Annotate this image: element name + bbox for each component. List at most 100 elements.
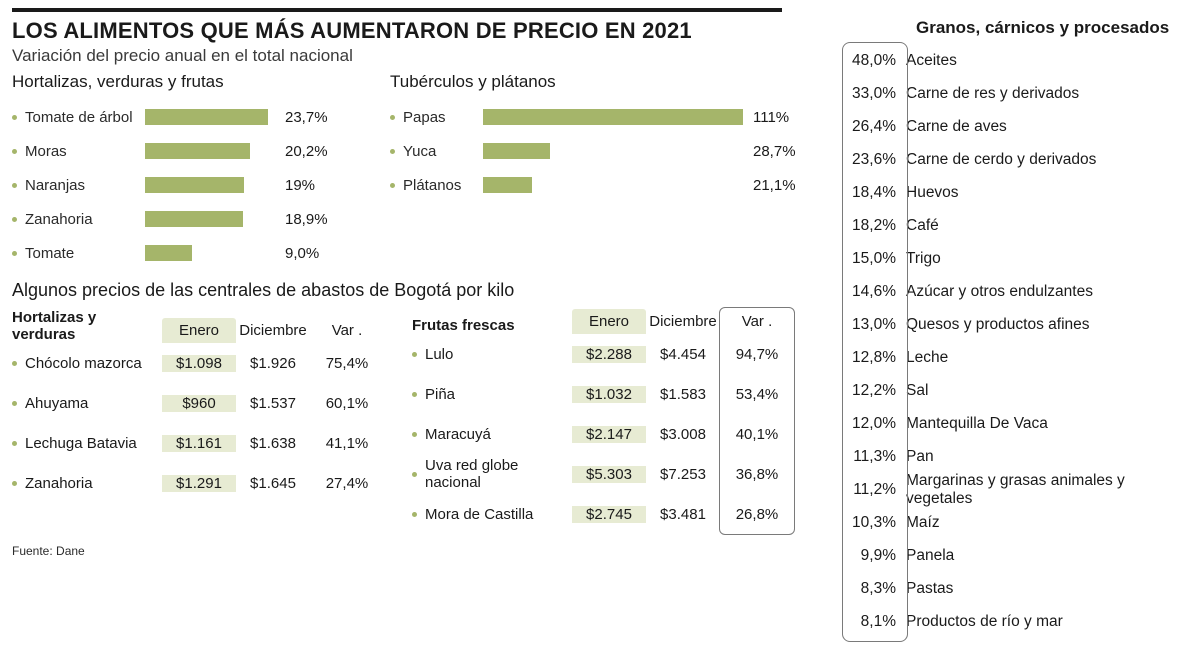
cell-dic: $3.481 bbox=[646, 506, 720, 523]
bullet-icon bbox=[12, 251, 17, 256]
table-row: Piña$1.032$1.58353,4% bbox=[412, 374, 794, 414]
granos-pct: 10,3% bbox=[846, 514, 906, 532]
granos-row: 18,4%Huevos bbox=[846, 176, 1186, 209]
row-name: Lulo bbox=[412, 346, 572, 363]
granos-row: 14,6%Azúcar y otros endulzantes bbox=[846, 275, 1186, 308]
row-name: Maracuyá bbox=[412, 426, 572, 443]
cell-enero: $5.303 bbox=[572, 466, 646, 483]
granos-label: Sal bbox=[906, 382, 1186, 400]
table-row: Lechuga Batavia$1.161$1.63841,1% bbox=[12, 423, 384, 463]
bullet-icon bbox=[390, 183, 395, 188]
granos-pct: 48,0% bbox=[846, 52, 906, 70]
col-dic: Diciembre bbox=[646, 309, 720, 334]
cell-var: 41,1% bbox=[310, 435, 384, 452]
granos-pct: 11,2% bbox=[846, 481, 906, 499]
cell-enero: $960 bbox=[162, 395, 236, 412]
table-row: Zanahoria$1.291$1.64527,4% bbox=[12, 463, 384, 503]
bar-value: 23,7% bbox=[285, 109, 328, 126]
granos-row: 12,8%Leche bbox=[846, 341, 1186, 374]
cell-var: 36,8% bbox=[720, 466, 794, 483]
granos-pct: 15,0% bbox=[846, 250, 906, 268]
row-name: Piña bbox=[412, 386, 572, 403]
granos-pct: 8,1% bbox=[846, 613, 906, 631]
table-row: Chócolo mazorca$1.098$1.92675,4% bbox=[12, 343, 384, 383]
row-name: Lechuga Batavia bbox=[12, 435, 162, 452]
granos-label: Carne de aves bbox=[906, 118, 1186, 136]
granos-row: 11,3%Pan bbox=[846, 440, 1186, 473]
col-enero: Enero bbox=[572, 309, 646, 334]
cell-dic: $1.537 bbox=[236, 395, 310, 412]
page-title: LOS ALIMENTOS QUE MÁS AUMENTARON DE PREC… bbox=[12, 18, 822, 44]
granos-pct: 11,3% bbox=[846, 448, 906, 466]
cell-var: 53,4% bbox=[720, 386, 794, 403]
bar-label: Tomate de árbol bbox=[25, 109, 145, 126]
chart-title: Tubérculos y plátanos bbox=[390, 72, 810, 92]
row-name: Mora de Castilla bbox=[412, 506, 572, 523]
bar-track bbox=[145, 143, 275, 159]
granos-label: Panela bbox=[906, 547, 1186, 565]
bullet-icon bbox=[412, 392, 417, 397]
granos-label: Pastas bbox=[906, 580, 1186, 598]
table-title: Frutas frescas bbox=[412, 317, 572, 334]
top-rule bbox=[12, 8, 782, 12]
bar-value: 9,0% bbox=[285, 245, 319, 262]
bullet-icon bbox=[12, 441, 17, 446]
cell-dic: $1.638 bbox=[236, 435, 310, 452]
granos-pct: 18,4% bbox=[846, 184, 906, 202]
bullet-icon bbox=[12, 183, 17, 188]
cell-enero: $1.032 bbox=[572, 386, 646, 403]
row-name: Uva red globe nacional bbox=[412, 457, 572, 491]
chart-title: Hortalizas, verduras y frutas bbox=[12, 72, 362, 92]
bar-track bbox=[483, 177, 743, 193]
bar-fill bbox=[145, 211, 243, 227]
bar-row: Zanahoria18,9% bbox=[12, 202, 362, 236]
cell-enero: $1.098 bbox=[162, 355, 236, 372]
table-row: Lulo$2.288$4.45494,7% bbox=[412, 334, 794, 374]
granos-label: Azúcar y otros endulzantes bbox=[906, 283, 1186, 301]
cell-dic: $4.454 bbox=[646, 346, 720, 363]
granos-pct: 8,3% bbox=[846, 580, 906, 598]
granos-row: 8,3%Pastas bbox=[846, 572, 1186, 605]
chart-hortalizas: Hortalizas, verduras y frutas Tomate de … bbox=[12, 72, 362, 270]
bar-track bbox=[145, 245, 275, 261]
granos-row: 9,9%Panela bbox=[846, 539, 1186, 572]
bar-row: Tomate9,0% bbox=[12, 236, 362, 270]
bullet-icon bbox=[12, 401, 17, 406]
bar-row: Papas111% bbox=[390, 100, 810, 134]
bar-track bbox=[483, 109, 743, 125]
bar-track bbox=[145, 177, 275, 193]
bar-track bbox=[145, 109, 275, 125]
granos-pct: 12,0% bbox=[846, 415, 906, 433]
granos-row: 11,2%Margarinas y grasas animales y vege… bbox=[846, 473, 1186, 506]
cell-dic: $1.583 bbox=[646, 386, 720, 403]
cell-var: 75,4% bbox=[310, 355, 384, 372]
bar-value: 19% bbox=[285, 177, 315, 194]
granos-label: Trigo bbox=[906, 250, 1186, 268]
cell-enero: $2.288 bbox=[572, 346, 646, 363]
bullet-icon bbox=[12, 115, 17, 120]
bar-fill bbox=[483, 143, 550, 159]
bullet-icon bbox=[412, 512, 417, 517]
table-row: Ahuyama$960$1.53760,1% bbox=[12, 383, 384, 423]
granos-title: Granos, cárnicos y procesados bbox=[916, 18, 1186, 38]
granos-label: Productos de río y mar bbox=[906, 613, 1186, 631]
bullet-icon bbox=[12, 481, 17, 486]
granos-pct: 23,6% bbox=[846, 151, 906, 169]
granos-row: 12,2%Sal bbox=[846, 374, 1186, 407]
bar-fill bbox=[145, 177, 244, 193]
cell-dic: $1.926 bbox=[236, 355, 310, 372]
bar-value: 111% bbox=[753, 109, 789, 126]
row-name: Zanahoria bbox=[12, 475, 162, 492]
bullet-icon bbox=[412, 472, 417, 477]
granos-row: 23,6%Carne de cerdo y derivados bbox=[846, 143, 1186, 176]
granos-row: 18,2%Café bbox=[846, 209, 1186, 242]
bar-label: Moras bbox=[25, 143, 145, 160]
bullet-icon bbox=[390, 149, 395, 154]
bullet-icon bbox=[12, 149, 17, 154]
granos-label: Margarinas y grasas animales y vegetales bbox=[906, 472, 1186, 508]
table-row: Maracuyá$2.147$3.00840,1% bbox=[412, 414, 794, 454]
granos-row: 10,3%Maíz bbox=[846, 506, 1186, 539]
row-name: Ahuyama bbox=[12, 395, 162, 412]
granos-pct: 12,2% bbox=[846, 382, 906, 400]
page-subtitle: Variación del precio anual en el total n… bbox=[12, 46, 822, 66]
